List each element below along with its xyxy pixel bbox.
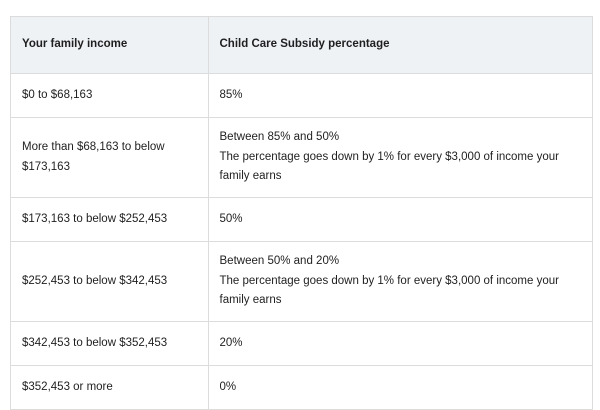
income-cell: $252,453 to below $342,453 [11,241,208,322]
percentage-note: The percentage goes down by 1% for every… [219,274,559,307]
table-row: $173,163 to below $252,453 50% [11,197,592,242]
header-subsidy-percentage: Child Care Subsidy percentage [207,17,592,74]
percentage-line: 0% [219,380,237,393]
subsidy-table: Your family income Child Care Subsidy pe… [11,17,592,410]
percentage-cell: 50% [207,197,592,242]
income-cell: More than $68,163 to below $173,163 [11,117,208,198]
table-row: $252,453 to below $342,453 Between 50% a… [11,241,592,322]
subsidy-table-container: Your family income Child Care Subsidy pe… [10,16,593,410]
percentage-cell: Between 50% and 20% The percentage goes … [207,241,592,322]
header-row: Your family income Child Care Subsidy pe… [11,17,592,74]
table-row: More than $68,163 to below $173,163 Betw… [11,117,592,198]
percentage-line: Between 85% and 50% [219,131,340,144]
income-cell: $342,453 to below $352,453 [11,321,208,366]
percentage-line: Between 50% and 20% [219,255,340,268]
percentage-line: 50% [219,212,243,225]
percentage-line: 85% [219,88,243,101]
income-cell: $352,453 or more [11,365,208,410]
percentage-cell: 20% [207,321,592,366]
table-header: Your family income Child Care Subsidy pe… [11,17,592,74]
percentage-cell: 0% [207,365,592,410]
percentage-line: 20% [219,336,243,349]
table-row: $0 to $68,163 85% [11,73,592,118]
income-cell: $173,163 to below $252,453 [11,197,208,242]
percentage-note: The percentage goes down by 1% for every… [219,150,559,183]
percentage-cell: Between 85% and 50% The percentage goes … [207,117,592,198]
table-row: $342,453 to below $352,453 20% [11,321,592,366]
header-family-income: Your family income [11,17,208,74]
table-row: $352,453 or more 0% [11,365,592,410]
income-cell: $0 to $68,163 [11,73,208,118]
table-body: $0 to $68,163 85% More than $68,163 to b… [11,73,592,410]
percentage-cell: 85% [207,73,592,118]
